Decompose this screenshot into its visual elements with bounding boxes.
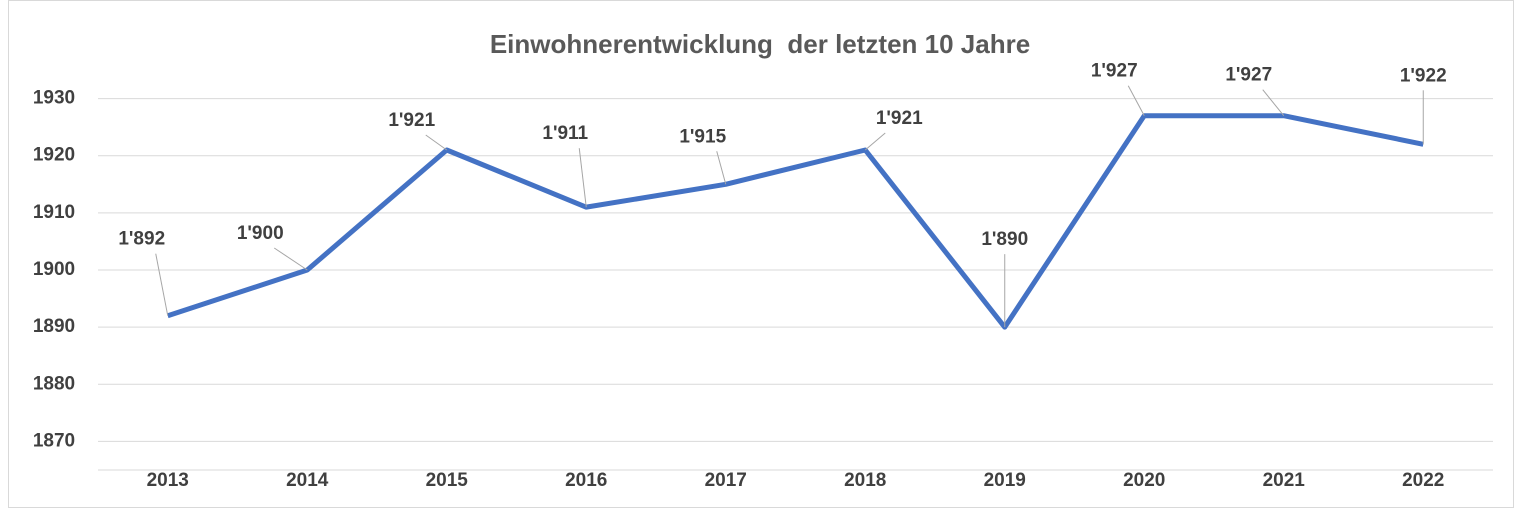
leader-line — [1262, 89, 1285, 117]
data-label: 1'927 — [1225, 65, 1272, 86]
y-tick-label: 1870 — [33, 430, 75, 451]
y-tick-label: 1890 — [33, 316, 75, 337]
data-label: 1'922 — [1400, 65, 1447, 86]
y-tick-label: 1880 — [33, 373, 75, 394]
chart-frame — [8, 0, 1514, 508]
data-label: 1'890 — [981, 229, 1028, 250]
x-tick-label: 2014 — [286, 470, 329, 491]
data-label: 1'911 — [542, 123, 588, 144]
x-tick-label: 2017 — [705, 470, 747, 491]
x-tick-label: 2013 — [147, 470, 189, 491]
x-tick-label: 2015 — [426, 470, 469, 491]
y-tick-label: 1900 — [33, 259, 75, 280]
x-tick-label: 2018 — [844, 470, 886, 491]
leader-line — [578, 148, 587, 208]
y-tick-label: 1920 — [33, 145, 75, 166]
x-tick-label: 2020 — [1123, 470, 1165, 491]
leader-line — [273, 247, 308, 271]
data-label: 1'915 — [679, 126, 726, 147]
x-tick-label: 2019 — [984, 470, 1026, 491]
data-label: 1'921 — [876, 108, 923, 129]
leader-line — [864, 132, 886, 151]
y-tick-label: 1910 — [33, 202, 75, 223]
data-line — [166, 113, 1424, 330]
x-tick-label: 2016 — [565, 470, 607, 491]
x-tick-label: 2022 — [1402, 470, 1444, 491]
data-label: 1'900 — [237, 223, 284, 244]
leader-line — [155, 253, 169, 316]
data-label: 1'927 — [1091, 61, 1138, 82]
leader-line — [716, 151, 727, 185]
x-tick-label: 2021 — [1263, 470, 1306, 491]
data-label: 1'892 — [118, 229, 165, 250]
chart-title: Einwohnerentwicklung der letzten 10 Jahr… — [490, 29, 1030, 59]
y-tick-label: 1930 — [33, 88, 75, 109]
leader-line — [425, 134, 448, 151]
leader-line — [1127, 85, 1145, 116]
data-label: 1'921 — [388, 110, 435, 131]
